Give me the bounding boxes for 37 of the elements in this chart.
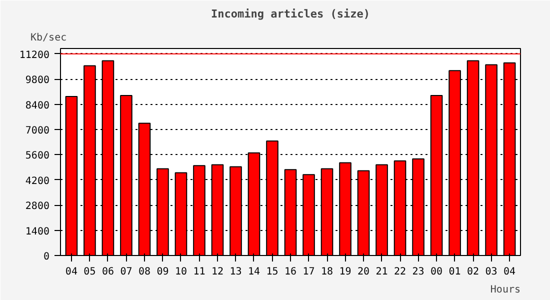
x-tick-label: 05 <box>84 266 96 278</box>
x-tick-label: 07 <box>120 266 132 278</box>
x-tick-label: 12 <box>211 266 224 278</box>
x-tick-label: 20 <box>357 266 370 278</box>
x-tick-label: 02 <box>467 266 480 278</box>
y-tick-label: 8400 <box>25 100 50 112</box>
x-tick-label: 19 <box>339 266 352 278</box>
y-tick-label: 4200 <box>25 176 50 187</box>
x-tick-label: 09 <box>156 266 169 278</box>
x-tick-label: 21 <box>376 266 388 278</box>
y-tick-label: 1400 <box>25 226 50 238</box>
x-tick-label: 15 <box>266 266 278 278</box>
x-tick-label: 03 <box>485 266 498 278</box>
x-tick-label: 04 <box>65 266 78 278</box>
x-tick-label: 08 <box>138 266 150 278</box>
x-tick-label: 18 <box>320 266 334 278</box>
y-axis-title: Kb/sec <box>30 32 67 44</box>
x-tick-label: 13 <box>230 266 242 278</box>
x-tick-label: 00 <box>430 266 443 278</box>
y-tick-label: 9800 <box>25 75 50 86</box>
x-tick-label: 17 <box>302 266 315 278</box>
x-tick-label: 04 <box>504 266 516 278</box>
y-tick-label: 7000 <box>25 126 50 136</box>
y-tick-label: 11200 <box>19 50 50 61</box>
x-tick-label: 11 <box>193 266 206 278</box>
y-tick-label: 0 <box>43 252 50 262</box>
y-tick-label: 5600 <box>25 150 50 162</box>
x-tick-label: 06 <box>102 266 114 278</box>
x-tick-label: 16 <box>284 266 297 278</box>
x-tick-label: 10 <box>174 266 188 278</box>
x-tick-label: 23 <box>412 266 424 278</box>
chart-title: Incoming articles (size) <box>211 8 370 20</box>
x-tick-label: 22 <box>394 266 406 278</box>
x-tick-label: 14 <box>248 266 260 278</box>
x-axis-title: Hours <box>490 284 521 296</box>
y-tick-label: 2800 <box>25 201 50 212</box>
x-tick-label: 01 <box>448 266 461 278</box>
